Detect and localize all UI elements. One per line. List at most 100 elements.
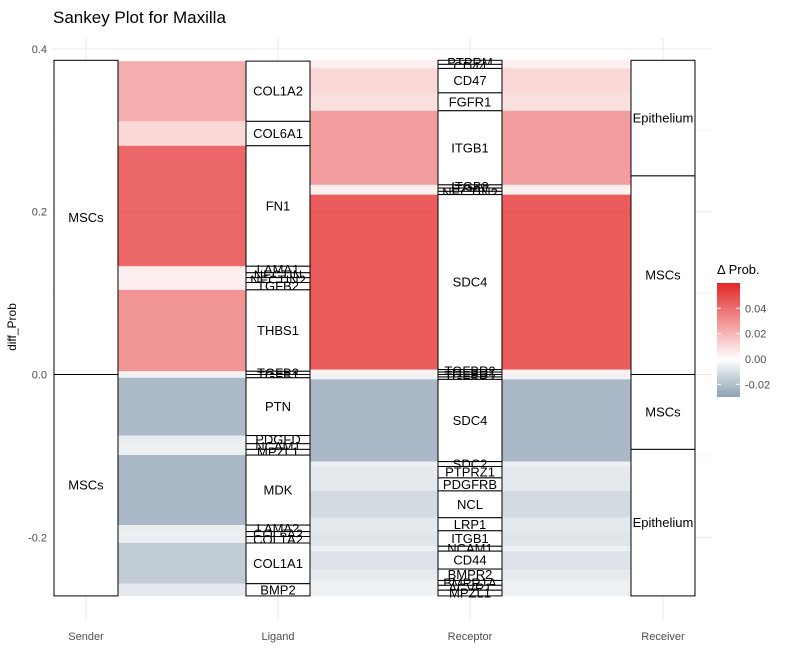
flow-band (310, 68, 438, 93)
flow-band (502, 580, 631, 586)
node-epithelium (630, 448, 696, 597)
legend-tick-label: 0.02 (745, 329, 766, 341)
flow-band (118, 435, 246, 444)
node-label-epithelium: Epithelium (633, 515, 694, 530)
flow-band (118, 536, 246, 543)
flow-band (310, 60, 438, 65)
flow-band (502, 60, 631, 65)
flow-band (502, 184, 631, 189)
node-col6a1 (245, 120, 311, 147)
flow-band (502, 188, 631, 192)
node-label-mscs: MSCs (68, 478, 104, 493)
flow-bands (118, 60, 631, 596)
flow-band (502, 585, 631, 591)
node-label-sdc4: SDC4 (453, 275, 488, 290)
node-label-col1a1: COL1A1 (253, 556, 303, 571)
node-label-fgfr1: FGFR1 (449, 94, 492, 109)
y-tick-label: 0.0 (32, 370, 47, 382)
x-tick-label: Sender (68, 631, 104, 643)
flow-band (118, 542, 246, 584)
node-label-mscs: MSCs (645, 404, 681, 419)
flow-band (310, 546, 438, 552)
node-label-sdc4: SDC4 (453, 413, 488, 428)
flow-band (502, 461, 631, 467)
flow-band (502, 369, 631, 373)
flow-band (502, 191, 631, 195)
flow-band (502, 92, 631, 111)
node-itgb1 (437, 110, 503, 186)
node-label-cd44: CD44 (453, 553, 486, 568)
flow-band (118, 449, 246, 456)
node-mscs (630, 175, 696, 375)
flow-band (310, 461, 438, 467)
flow-band (502, 194, 631, 370)
node-cd47 (437, 67, 503, 94)
y-axis-label: diff_Prob (5, 303, 19, 351)
color-legend: Δ Prob. 0.04 0.02 0.00 -0.02 (717, 262, 770, 397)
legend-title: Δ Prob. (717, 262, 760, 277)
flow-band (118, 371, 246, 375)
y-tick-label: 0.4 (32, 44, 47, 56)
flow-band (310, 92, 438, 111)
node-mpzl1 (437, 589, 503, 597)
node-label-col6a1: COL6A1 (253, 126, 303, 141)
x-axis: Sender Ligand Receptor Receiver (68, 631, 685, 643)
legend-tick-label: 0.00 (745, 354, 766, 366)
flow-band (502, 379, 631, 462)
flow-band (502, 372, 631, 375)
flow-band (118, 583, 246, 596)
flow-band (310, 379, 438, 462)
flow-band (502, 546, 631, 552)
legend-tick-label: 0.04 (745, 303, 766, 315)
flow-band (310, 191, 438, 195)
flow-band (310, 580, 438, 586)
node-label-mscs: MSCs (645, 268, 681, 283)
node-label-thbs1: THBS1 (257, 323, 299, 338)
flow-band (310, 376, 438, 380)
flow-band (502, 551, 631, 570)
y-tick-label: -0.2 (28, 532, 47, 544)
x-tick-label: Receiver (641, 631, 685, 643)
node-label-pdgfrb: PDGFRB (443, 477, 497, 492)
y-tick-label: 0.2 (32, 207, 47, 219)
flow-band (310, 188, 438, 192)
x-tick-label: Ligand (261, 631, 294, 643)
flow-band (118, 277, 246, 283)
flow-band (502, 590, 631, 596)
flow-band (502, 64, 631, 69)
node-label-ptn: PTN (265, 399, 291, 414)
flow-band (118, 121, 246, 146)
y-axis: -0.2 0.0 0.2 0.4 (28, 44, 47, 544)
node-col1a2 (245, 60, 311, 122)
flow-band (310, 110, 438, 185)
flow-band (118, 266, 246, 273)
node-fn1 (245, 145, 311, 267)
flow-band (310, 64, 438, 69)
node-label-cd47: CD47 (453, 73, 486, 88)
node-label-mdk: MDK (264, 483, 293, 498)
flow-band (310, 490, 438, 518)
node-bmp2 (245, 583, 311, 597)
flow-band (310, 517, 438, 531)
flow-band (118, 282, 246, 290)
flow-band (310, 194, 438, 370)
node-label-col1a2: COL1A2 (253, 84, 303, 99)
flow-band (118, 374, 246, 378)
flow-band (502, 517, 631, 531)
node-label-ptprz1: PTPRZ1 (445, 465, 495, 480)
node-label-mscs: MSCs (68, 210, 104, 225)
flow-band (310, 477, 438, 491)
node-mscs (53, 59, 119, 376)
flow-band (118, 289, 246, 372)
node-label-mpzl1: MPZL1 (449, 586, 491, 601)
node-label-lrp1: LRP1 (454, 517, 487, 532)
flow-band (310, 374, 438, 377)
flow-band (310, 585, 438, 591)
flow-band (310, 530, 438, 547)
node-label-bmp2: BMP2 (260, 582, 295, 597)
flow-band (502, 466, 631, 478)
flow-band (502, 374, 631, 377)
node-label-itgb1: ITGB1 (451, 140, 489, 155)
legend-color-bar (717, 283, 740, 397)
